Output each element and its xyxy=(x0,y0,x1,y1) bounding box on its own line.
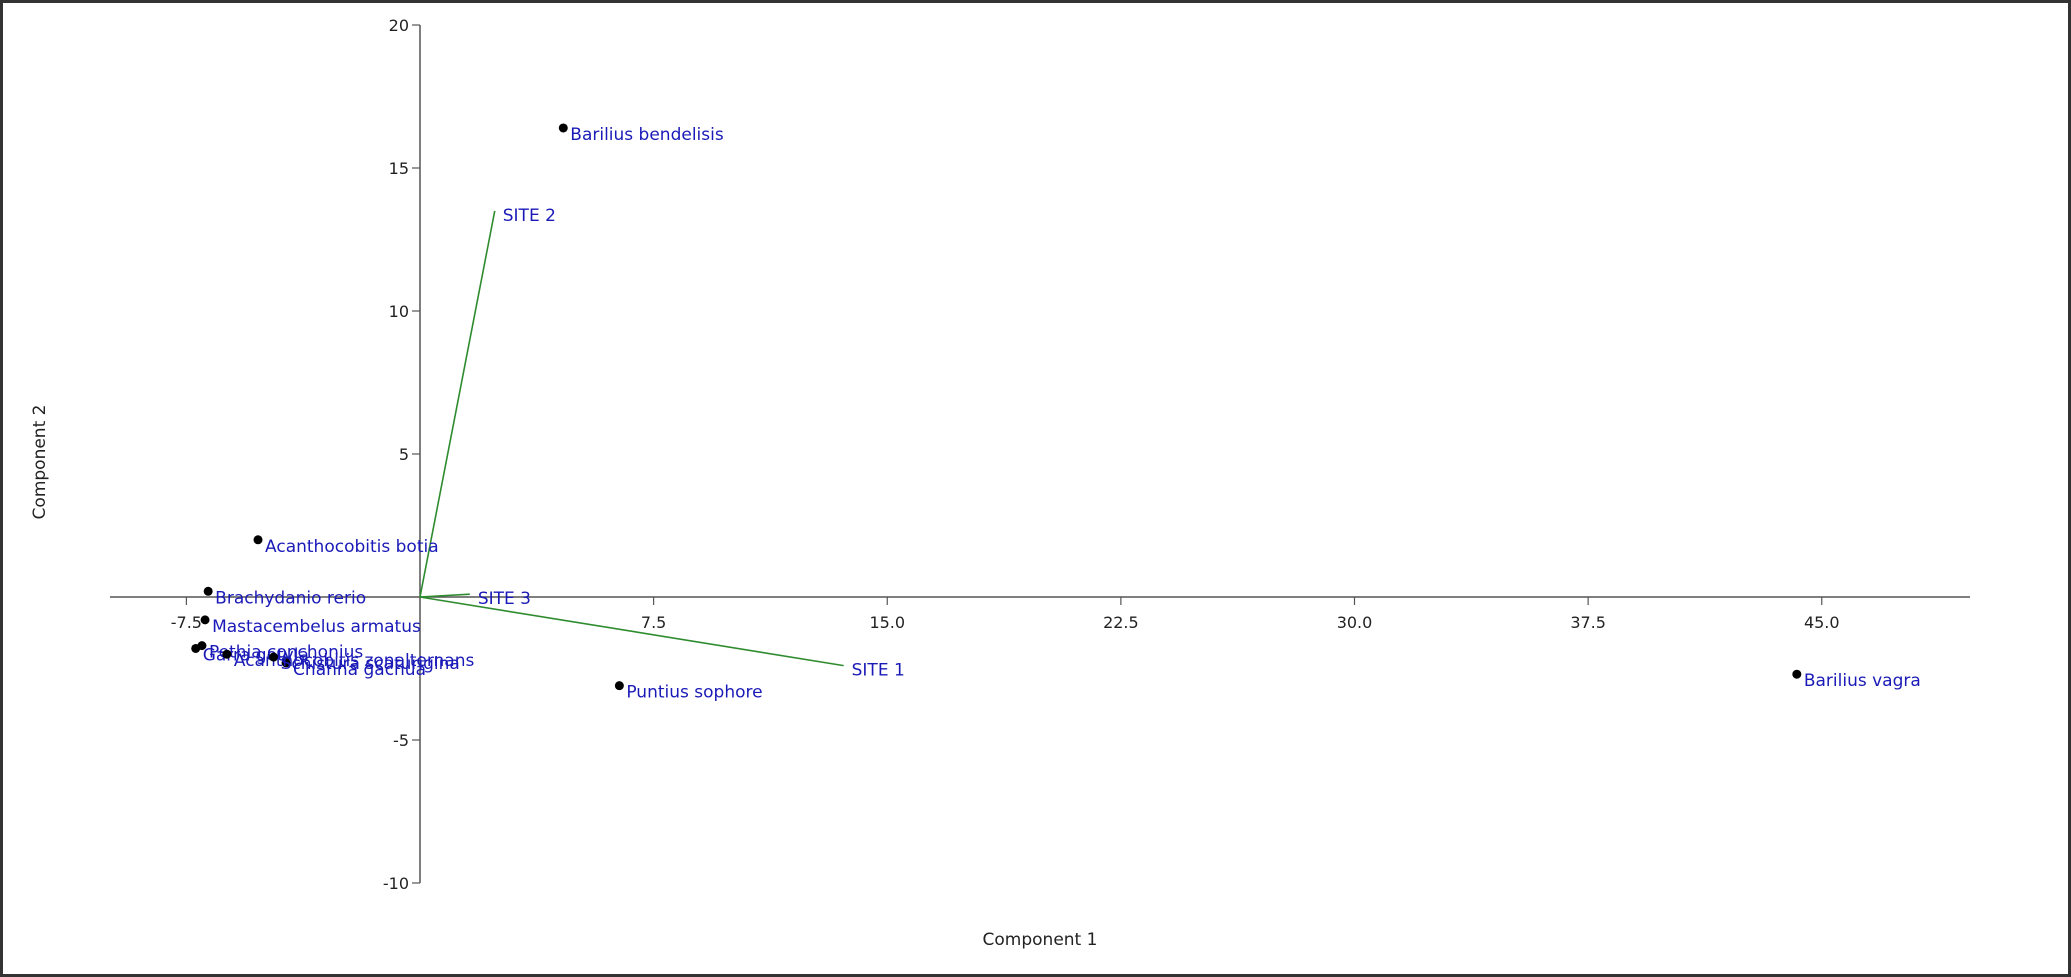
data-point xyxy=(253,535,263,545)
data-point xyxy=(191,643,201,653)
data-point xyxy=(558,123,568,133)
x-tick-label: 7.5 xyxy=(641,613,666,632)
vector-label: SITE 2 xyxy=(503,206,556,226)
x-tick-label: 37.5 xyxy=(1570,613,1606,632)
x-axis-title: Component 1 xyxy=(983,930,1098,950)
vector-line xyxy=(419,596,844,667)
vector-label: SITE 3 xyxy=(478,589,531,609)
vector-line xyxy=(419,210,496,598)
x-tick-label: 15.0 xyxy=(869,613,905,632)
y-tick-label: 10 xyxy=(389,302,409,321)
vector-line xyxy=(419,593,470,598)
x-tick-label: 45.0 xyxy=(1804,613,1840,632)
x-tick-label: 22.5 xyxy=(1103,613,1139,632)
data-point xyxy=(222,649,232,659)
point-label: Puntius sophore xyxy=(626,683,762,703)
y-axis-title: Component 2 xyxy=(30,405,50,520)
data-point xyxy=(203,586,213,596)
point-label: Acanthocobitis zonalternans xyxy=(234,651,475,671)
point-label: Pethia conchonius xyxy=(209,643,363,663)
y-tick-label: -5 xyxy=(393,731,409,750)
vectors-layer: SITE 1 SITE 2 SITE 3 xyxy=(419,206,905,681)
data-point xyxy=(281,658,291,668)
point-label: Schistura scaturigina xyxy=(281,654,460,674)
data-point xyxy=(614,681,624,691)
point-label: Brachydanio rerio xyxy=(215,588,366,608)
y-tick-label: 15 xyxy=(389,159,409,178)
y-tick-label: -10 xyxy=(383,874,409,893)
vector-label: SITE 1 xyxy=(852,661,905,681)
x-tick-label: 30.0 xyxy=(1337,613,1373,632)
y-tick-label: 5 xyxy=(399,445,409,464)
data-point xyxy=(1792,669,1802,679)
y-tick-label: 20 xyxy=(389,16,409,35)
point-label: Barilius vagra xyxy=(1804,671,1921,691)
points-layer: Barilius bendelisis Acanthocobitis botia B… xyxy=(191,123,1921,703)
data-point xyxy=(200,615,210,625)
point-label: Mastacembelus armatus xyxy=(212,617,421,637)
point-label: Barilius bendelisis xyxy=(570,125,724,145)
point-label: Acanthocobitis botia xyxy=(265,537,439,557)
point-label: Channa gachua xyxy=(293,660,426,680)
data-point xyxy=(269,652,279,662)
axes-layer: -7.5 7.5 15.0 22.5 30.0 37.5 45.0 20 15 10 5 -5 -10 xyxy=(110,16,1970,893)
x-tick-label: -7.5 xyxy=(171,613,202,632)
